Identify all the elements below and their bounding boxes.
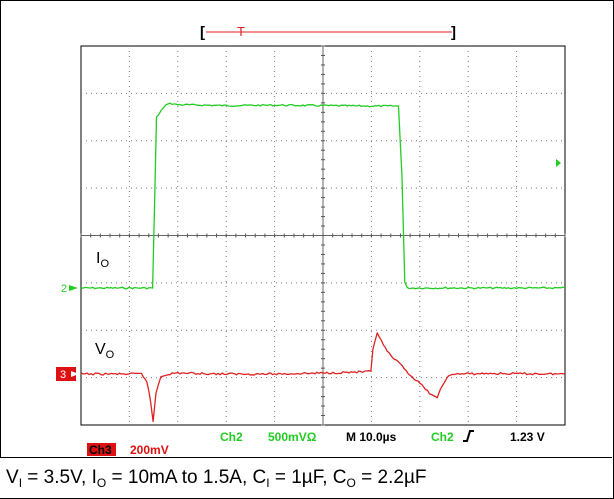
oscilloscope-plot: [ ] T 2 3 IO VO Ch2 500mVΩ M 10.0µs Ch2 … [56,24,566,457]
channel-2-marker-arrow [69,285,78,291]
readout-ch2-label: Ch2 [220,430,243,444]
scope-readout: Ch2 500mVΩ M 10.0µs Ch2 1.23 V [220,430,545,444]
io-label: IO [96,250,109,270]
traces [80,102,566,423]
series-line-io [80,102,566,290]
ch3-readout-box [87,443,116,456]
trigger-marker: T [237,24,245,39]
test-conditions-caption: VI = 3.5V, IO = 10mA to 1.5A, CI = 1µF, … [6,467,427,490]
ch3-readout: Ch3 200mV [87,443,169,457]
bracket-right: ] [451,24,456,41]
readout-timebase: M 10.0µs [346,430,397,444]
readout-ch2-scale: 500mVΩ [268,430,317,444]
readout-ch3-scale: 200mV [130,443,169,457]
readout-trigger-source: Ch2 [431,430,454,444]
readout-trigger-level: 1.23 V [510,430,545,444]
grid [80,45,566,426]
bracket-left: [ [200,24,205,41]
trigger-level-arrow [556,159,561,167]
vo-label: VO [95,341,115,361]
trigger-slope-icon [463,430,474,442]
channel-3-marker: 3 [56,367,79,381]
series-line-vo [80,332,566,423]
channel-3-marker-arrow [71,371,79,377]
channel-2-marker: 2 [61,283,78,295]
trigger-bracket: [ ] T [200,24,456,41]
readout-ch3-label: Ch3 [89,443,112,457]
caption-row: VI = 3.5V, IO = 10mA to 1.5A, CI = 1µF, … [0,457,612,498]
channel-3-marker-box [56,367,76,381]
channel-3-marker-label: 3 [60,369,66,381]
channel-2-marker-label: 2 [61,283,67,295]
